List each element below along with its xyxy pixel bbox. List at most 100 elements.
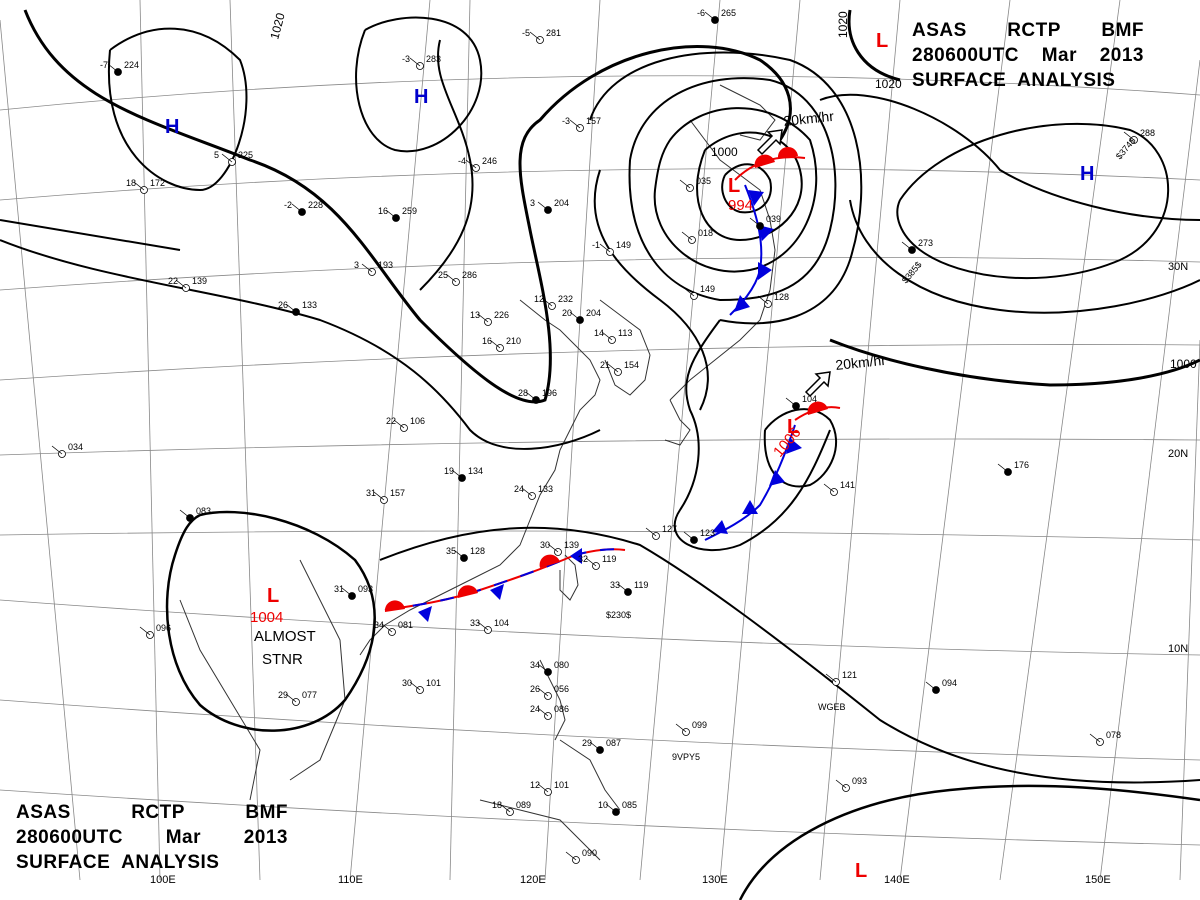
wind-barb [757,295,769,305]
isobar-west-ring [107,27,248,192]
station-pressure: 286 [462,270,477,280]
station-pressure: 210 [506,336,521,346]
station-temperature: 12 [534,294,544,304]
isobar-label: 1000 [711,145,738,159]
wind-barb [749,217,761,227]
motion-arrow-icon [804,371,831,398]
station-temperature: 16 [482,336,492,346]
station-pressure: 154 [624,360,639,370]
station-pressure: 157 [390,488,405,498]
station-pressure: 018 [698,228,713,238]
wind-barb [835,779,847,789]
isobar-east-outer [849,199,1200,314]
station-marks [51,11,1138,864]
header-product: BMF [1101,20,1144,41]
wind-barb [825,673,837,683]
isobar-low994-3 [628,77,837,302]
lat-label: 10N [1168,643,1188,655]
wind-barb [373,491,385,501]
station-temperature: 35 [446,546,456,556]
lon-line-120e [544,0,601,881]
station-temperature: -2 [284,200,292,210]
station-temperature: -3 [402,54,410,64]
lon-line-110e [349,0,431,881]
lon-label: 120E [520,874,546,886]
station-temperature: 22 [168,276,178,286]
wind-barb [569,119,581,129]
wind-barb [645,527,657,537]
wind-barb [537,707,549,717]
lon-line-145e [999,0,1121,881]
wind-barb [179,509,191,519]
header-line-time: 280600UTC Mar 2013 [912,43,1144,68]
wind-barb [465,159,477,169]
station-temperature: 25 [438,270,448,280]
station-temperature: 30 [540,540,550,550]
header-month: Mar [165,827,201,848]
header-year: 2013 [1099,45,1144,66]
cold-front-triangle [742,500,758,514]
station-temperature: -4 [458,156,466,166]
taiwan [559,554,579,601]
lon-line-135e [819,0,901,881]
lon-line-155e [1179,339,1200,881]
isobar-south-long [379,526,1200,784]
lat-line-25n [0,344,1200,381]
wind-barb [381,623,393,633]
stationary-label: STNR [262,651,303,668]
motion-arrows [756,129,831,398]
lon-label: 150E [1085,874,1111,886]
header-line-time: 280600UTC Mar 2013 [16,825,288,850]
indochina [289,559,346,781]
japan-honshu [669,119,776,401]
wind-barb [585,557,597,567]
wind-barb [537,663,549,673]
station-temperature: 34 [374,620,384,630]
station-pressure: 101 [554,780,569,790]
station-pressure: 149 [700,284,715,294]
wind-barb [409,57,421,67]
header-time: 280600UTC [912,45,1019,66]
station-pressure: 196 [542,388,557,398]
chart-header: ASAS RCTP BMF 280600UTC Mar 2013 SURFACE… [912,18,1144,93]
station-pressure: 093 [358,584,373,594]
wind-barb [451,469,463,479]
station-temperature: -6 [697,8,705,18]
station-temperature: 14 [594,328,604,338]
wind-barb [675,723,687,733]
wind-barb [605,803,617,813]
cold-front-triangle [786,438,802,454]
wind-barb [393,419,405,429]
station-pressure: 139 [192,276,207,286]
station-pressure: 273 [918,238,933,248]
station-temperature: -3 [562,116,570,126]
high-marker: H [1080,163,1094,185]
station-pressure: 089 [516,800,531,810]
wind-barb [291,203,303,213]
isobar-japan-outer [593,169,709,411]
low-pressure-value: 994 [728,197,753,214]
warm-front-semicircle [457,585,478,598]
cold-front-triangle [734,295,750,312]
lon-line-90e [0,19,81,881]
station-temperature: 26 [530,684,540,694]
front-symbols [384,146,828,622]
station-pressure: 259 [402,206,417,216]
station-pressure: 099 [692,720,707,730]
header-title: SURFACE ANALYSIS [16,852,220,873]
station-pressure: 127 [662,524,677,534]
station-pressure: 204 [554,198,569,208]
station-pressure: 123 [700,528,715,538]
header-title: SURFACE ANALYSIS [912,70,1116,91]
wind-barb [537,783,549,793]
high-marker: H [165,116,179,138]
station-temperature: 31 [366,488,376,498]
station-pressure: 121 [842,670,857,680]
station-temperature: 20 [562,308,572,318]
station-temperature: 18 [126,178,136,188]
wind-barb [997,463,1009,473]
isobar-se-arc [738,784,1200,900]
station-pressure: 094 [942,678,957,688]
wind-barb [521,487,533,497]
station-pressure: 128 [470,546,485,556]
